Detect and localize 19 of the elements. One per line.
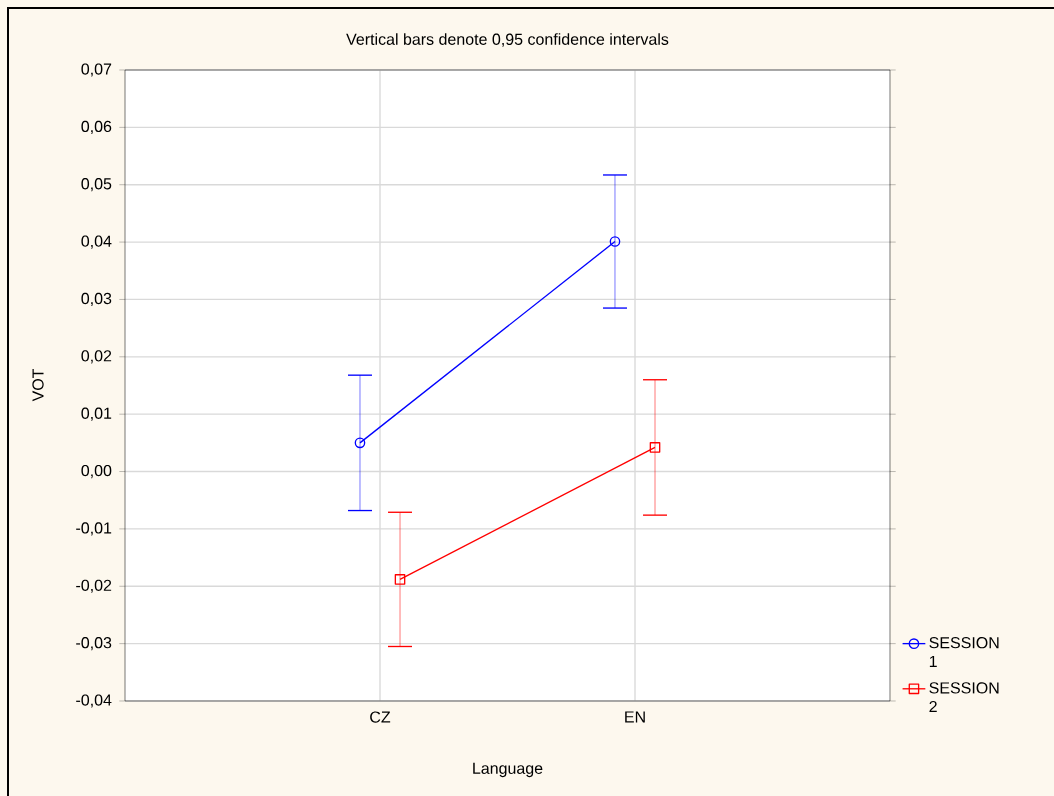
x-tick-label: EN: [625, 711, 645, 723]
legend-label: SESSION 1: [929, 637, 999, 667]
y-tick-label: 0,01: [81, 407, 112, 421]
y-tick-label: 0,04: [81, 235, 112, 249]
chart-title: Vertical bars denote 0,95 confidence intervals: [346, 33, 669, 47]
y-tick-label: -0,02: [76, 579, 112, 593]
y-tick-label: 0,02: [81, 350, 112, 364]
y-tick-label: 0,07: [81, 63, 112, 77]
y-tick-label: 0,03: [81, 292, 112, 307]
y-tick-label: -0,01: [76, 522, 112, 536]
x-axis-title: Language: [473, 762, 543, 778]
legend-label: SESSION 2: [929, 682, 999, 713]
x-tick-label: CZ: [370, 711, 391, 723]
y-tick-label: 0,05: [81, 178, 112, 192]
y-tick-label: 0,00: [81, 464, 112, 479]
y-tick-label: -0,04: [76, 694, 112, 708]
y-axis-title: VOT: [32, 368, 44, 402]
y-tick-label: -0,03: [76, 637, 112, 651]
y-tick-label: 0,06: [81, 120, 112, 134]
